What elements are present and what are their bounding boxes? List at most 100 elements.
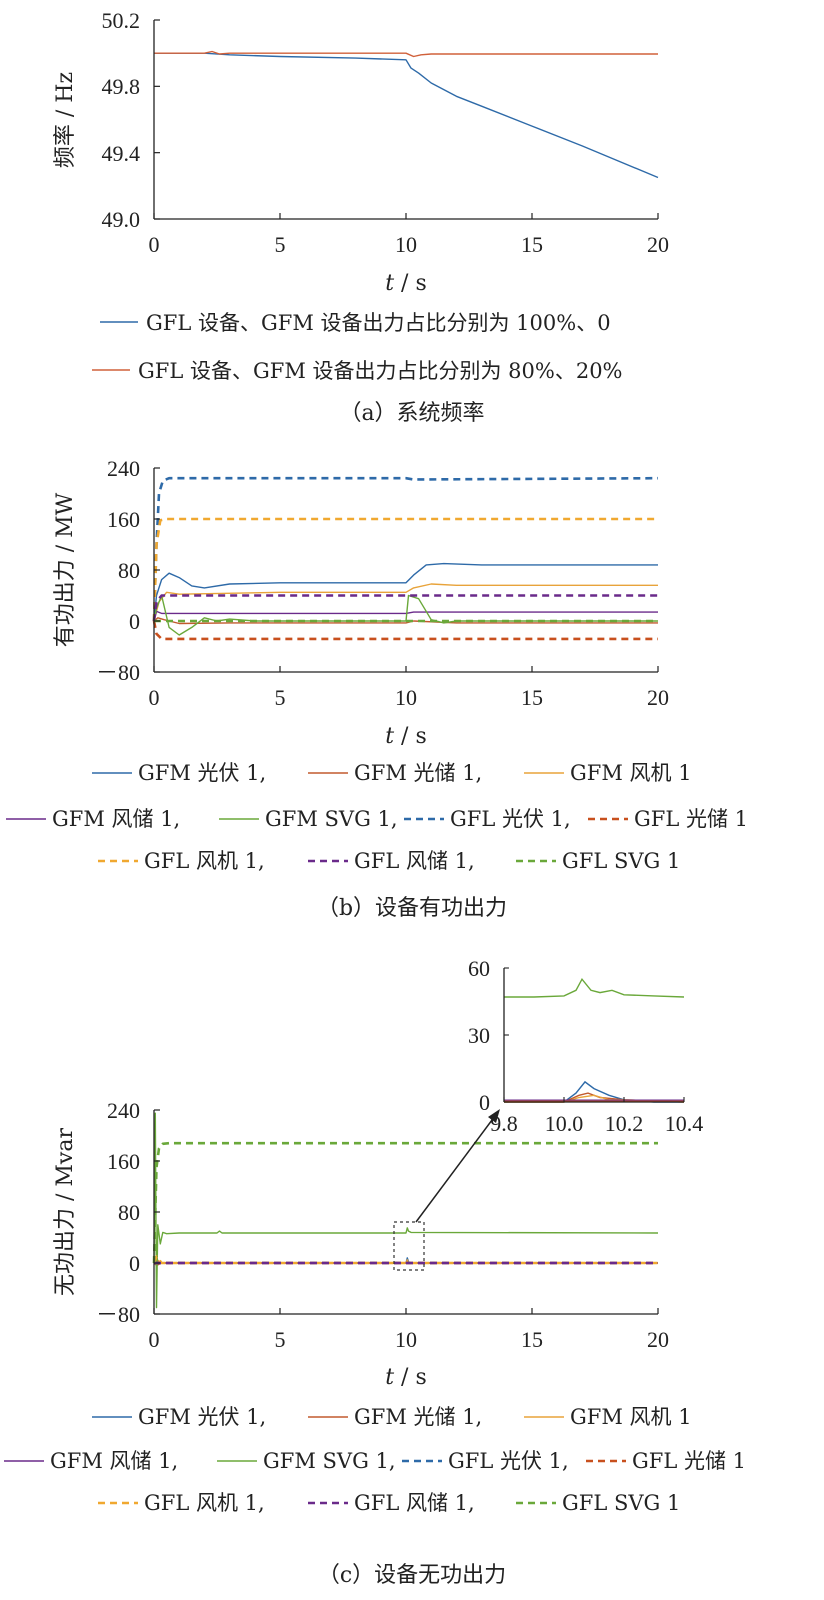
y-tick-b-4: 240 [107,456,140,481]
chart-panel-c: 0 5 10 15 20 －80 0 80 160 240 无功出力 / Mva… [4,956,746,1588]
series-layer-c [152,1112,659,1309]
series-line-c-4 [153,1112,659,1309]
zoom-arrowhead [488,1109,500,1123]
series-line-c-9 [152,1141,658,1264]
legend-label-c-1: GFM 光储 1, [354,1405,482,1429]
legend-b: GFM 光伏 1, GFM 光储 1, GFM 风机 1 GFM 风储 1, GFM S… [6,761,748,873]
x-tick-b-0: 0 [149,685,160,710]
series-line-b-8 [152,594,658,622]
series-line-b-4 [153,594,658,636]
legend-label-b-2: GFM 风机 1 [570,761,692,785]
legend-label-b-4: GFM SVG 1, [265,807,398,831]
legend-label-b-5: GFL 光伏 1, [450,807,571,831]
y-axis-label-c: 无功出力 / Mvar [53,1128,78,1296]
inset-background [504,968,684,1102]
legend-a: GFL 设备、GFM 设备出力占比分别为 100%、0 GFL 设备、GFM 设… [92,311,623,383]
x-tick-c-4: 20 [647,1327,669,1352]
x-tick-a-2: 10 [395,232,417,257]
inset-x-tick-1: 10.0 [545,1111,584,1136]
x-tick-c-0: 0 [149,1327,160,1352]
ticks-c [153,1109,659,1315]
ticks-b [153,467,659,673]
x-axis-unit-b: / s [394,724,427,749]
x-tick-b-3: 15 [521,685,543,710]
series-line-b-2 [153,583,658,622]
ticks-a [153,19,659,220]
caption-c: （c）设备无功出力 [318,1563,506,1588]
y-tick-c-1: 0 [129,1251,140,1276]
x-tick-c-2: 10 [395,1327,417,1352]
legend-label-c-9: GFL SVG 1 [562,1491,680,1515]
series-line-b-7 [152,517,658,622]
legend-label-c-0: GFM 光伏 1, [138,1405,266,1429]
x-axis-label-c: t / s [385,1365,427,1390]
y-axis-label-b: 有功出力 / MW [53,492,78,647]
inset-series-line-0 [504,977,685,998]
inset-x-tick-0: 9.8 [490,1111,518,1136]
y-tick-c-3: 160 [107,1149,140,1174]
y-tick-a-2: 49.8 [102,74,141,99]
legend-label-b-3: GFM 风储 1, [52,807,180,831]
y-tick-a-1: 49.4 [102,141,141,166]
x-axis-unit-c: / s [394,1365,427,1390]
x-tick-b-2: 10 [395,685,417,710]
y-axis-label-a: 频率 / Hz [53,72,78,168]
legend-label-c-2: GFM 风机 1 [570,1405,692,1429]
legend-label-c-5: GFL 光伏 1, [448,1449,569,1473]
x-axis-var-b: t [385,724,394,749]
y-tick-a-0: 49.0 [102,207,141,232]
legend-label-a-1: GFL 设备、GFM 设备出力占比分别为 80%、20% [138,359,623,383]
y-tick-b-3: 160 [107,507,140,532]
inset-x-tick-3: 10.4 [665,1111,704,1136]
y-tick-c-2: 80 [118,1200,140,1225]
x-axis-label-a: t / s [385,271,427,296]
x-tick-c-3: 15 [521,1327,543,1352]
series-layer-b [152,476,659,641]
legend-label-b-8: GFL 风储 1, [354,849,475,873]
series-line-a-0 [154,52,659,179]
legend-label-b-9: GFL SVG 1 [562,849,680,873]
x-tick-c-1: 5 [275,1327,286,1352]
x-axis-var-a: t [385,271,394,296]
series-line-b-6 [152,620,658,641]
x-tick-a-1: 5 [275,232,286,257]
inset-ticks [503,967,685,1103]
x-axis-var-c: t [385,1365,394,1390]
x-axis-label-b: t / s [385,724,427,749]
legend-label-c-4: GFM SVG 1, [263,1449,396,1473]
legend-label-c-3: GFM 风储 1, [50,1449,178,1473]
inset-x-tick-2: 10.2 [605,1111,644,1136]
y-tick-c-0: －80 [96,1302,140,1327]
legend-label-c-7: GFL 风机 1, [144,1491,265,1515]
caption-b: （b）设备有功出力 [317,896,507,921]
legend-label-c-8: GFL 风储 1, [354,1491,475,1515]
legend-label-a-0: GFL 设备、GFM 设备出力占比分别为 100%、0 [146,311,611,335]
y-tick-b-0: －80 [96,660,140,685]
series-layer-a [154,50,659,179]
series-line-b-0 [153,562,658,622]
legend-label-b-0: GFM 光伏 1, [138,761,266,785]
x-tick-a-0: 0 [149,232,160,257]
inset-y-tick-0: 0 [479,1090,490,1115]
y-tick-b-2: 80 [118,558,140,583]
legend-label-b-1: GFM 光储 1, [354,761,482,785]
inset-y-tick-1: 30 [468,1023,490,1048]
zoom-arrow [415,1115,496,1223]
series-line-b-5 [152,476,659,622]
legend-label-c-6: GFL 光储 1 [632,1449,746,1473]
x-tick-b-1: 5 [275,685,286,710]
inset-chart: 9.8 10.0 10.2 10.4 0 30 60 [468,956,703,1136]
y-tick-c-4: 240 [107,1098,140,1123]
x-axis-unit-a: / s [394,271,427,296]
y-tick-b-1: 0 [129,609,140,634]
x-tick-a-4: 20 [647,232,669,257]
x-tick-a-3: 15 [521,232,543,257]
zoom-region-box [393,1221,425,1271]
inset-y-tick-2: 60 [468,956,490,981]
legend-c: GFM 光伏 1, GFM 光储 1, GFM 风机 1 GFM 风储 1, GFM S… [4,1405,746,1515]
legend-label-b-7: GFL 风机 1, [144,849,265,873]
chart-panel-a: 0 5 10 15 20 49.0 49.4 49.8 50.2 频率 / Hz… [53,8,669,426]
legend-label-b-6: GFL 光储 1 [634,807,748,831]
series-line-a-1 [154,50,658,58]
